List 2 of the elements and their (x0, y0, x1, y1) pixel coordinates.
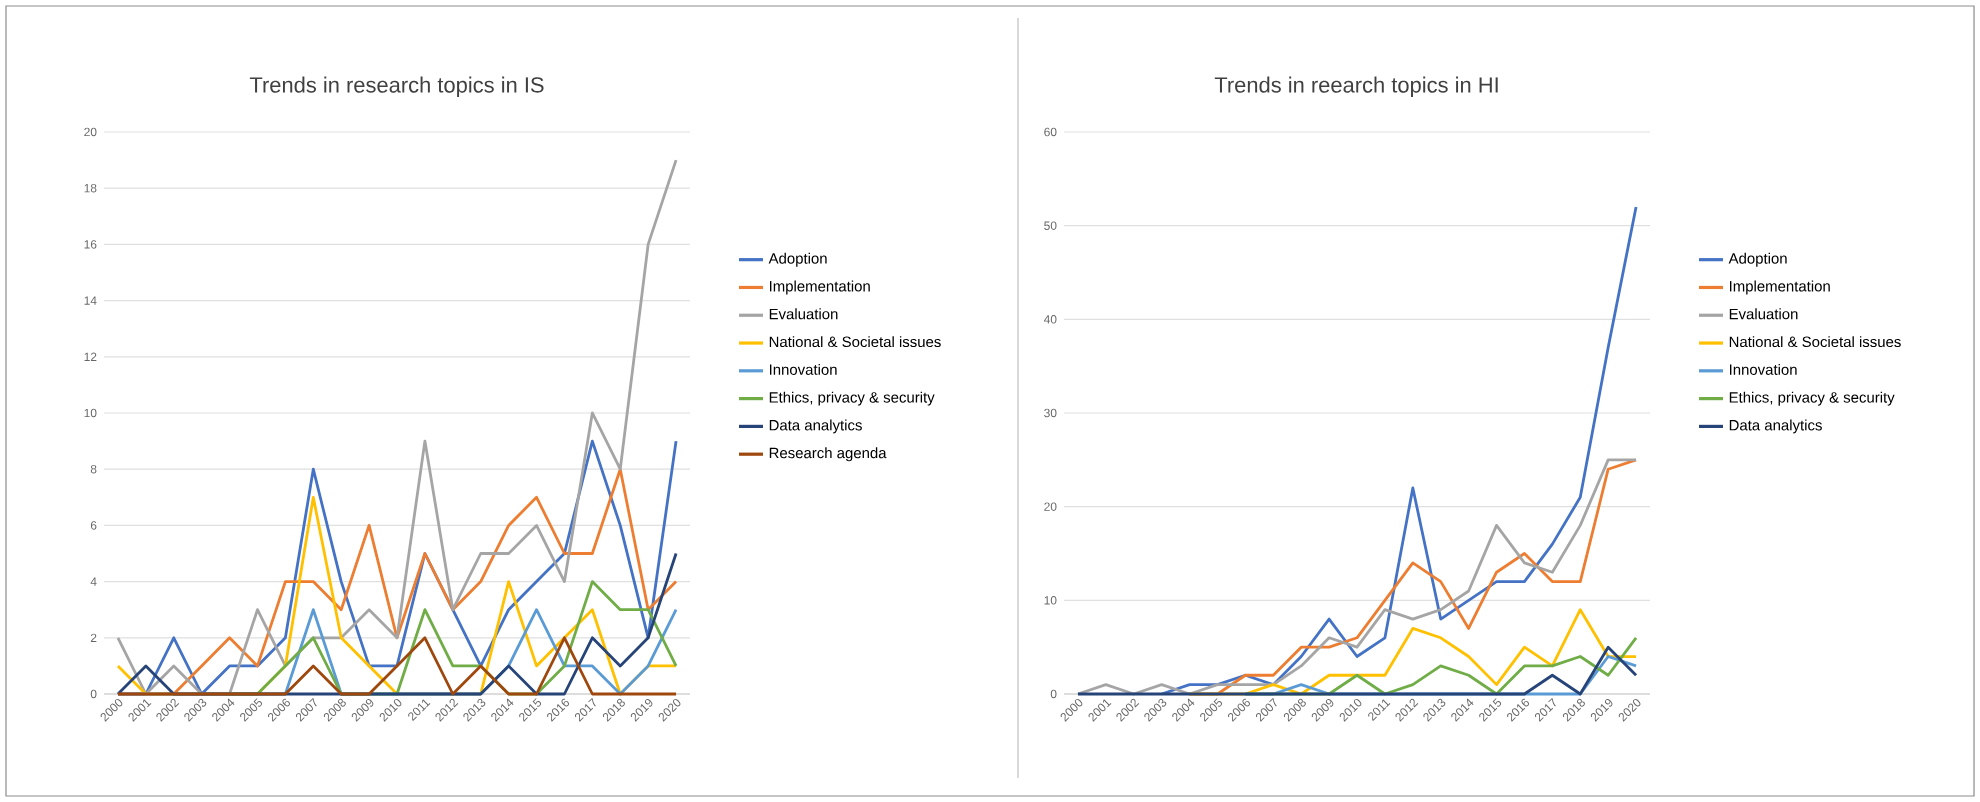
chart-title: Trends in research topics in IS (249, 76, 544, 97)
chart-title: Trends in reearch topics in HI (1214, 76, 1498, 97)
